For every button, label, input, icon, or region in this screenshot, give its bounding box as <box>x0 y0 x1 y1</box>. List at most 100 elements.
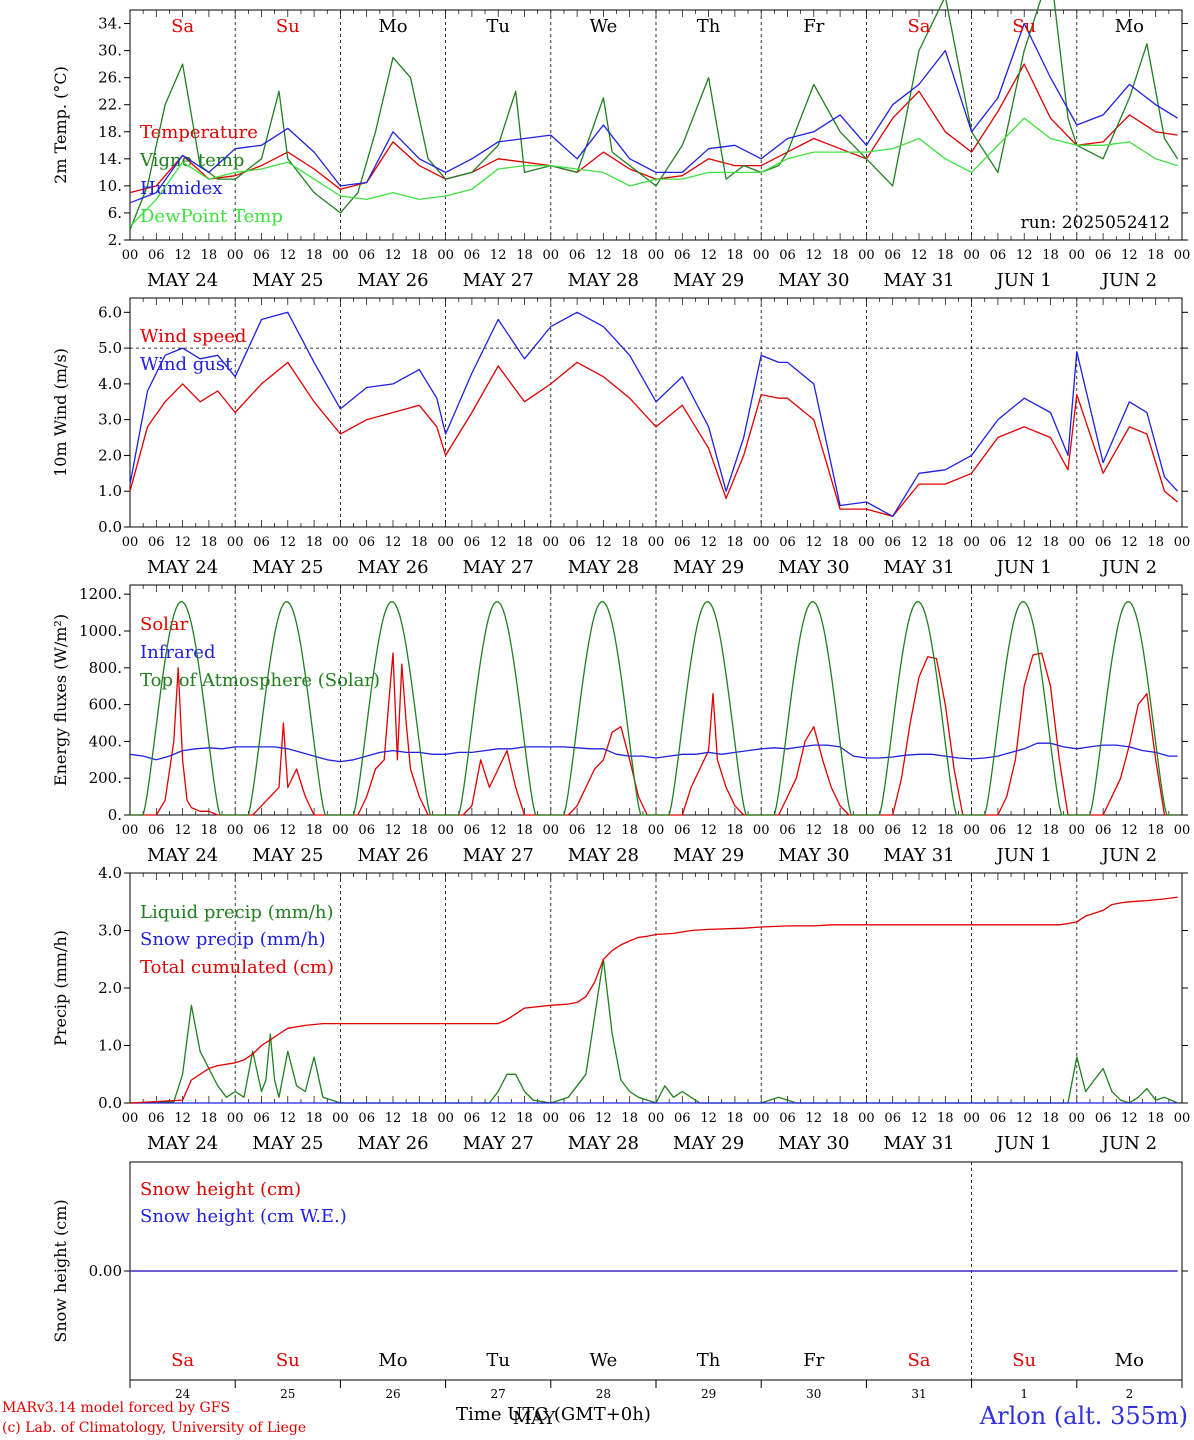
hour-tick-label: 12 <box>385 535 402 550</box>
hour-tick-label: 06 <box>1095 535 1112 550</box>
day-label-bottom: Th <box>697 1350 721 1371</box>
y-tick-label: 1.0 <box>98 482 122 500</box>
legend-entry-energy-0: Solar <box>140 614 189 635</box>
day-label-bottom: We <box>590 1350 618 1371</box>
hour-tick-label: 18 <box>411 823 428 838</box>
day-number-label: 1 <box>1020 1387 1028 1401</box>
hour-tick-label: 18 <box>937 1111 954 1126</box>
hour-tick-label: 18 <box>306 535 323 550</box>
y-tick-label: 30. <box>98 42 122 60</box>
date-label: MAY 30 <box>778 845 849 866</box>
hour-tick-label: 06 <box>990 248 1007 263</box>
hour-tick-label: 00 <box>437 1111 454 1126</box>
hour-tick-label: 18 <box>1147 248 1164 263</box>
hour-tick-label: 12 <box>1016 248 1033 263</box>
hour-tick-label: 06 <box>253 823 270 838</box>
hour-tick-label: 00 <box>963 1111 980 1126</box>
series-line-temp-1 <box>129 0 1179 231</box>
hour-tick-label: 12 <box>700 535 717 550</box>
hour-tick-label: 06 <box>253 248 270 263</box>
hour-tick-label: 06 <box>464 248 481 263</box>
legend-entry-snow-1: Snow height (cm W.E.) <box>140 1206 347 1227</box>
y-tick-label: 18. <box>98 123 122 141</box>
hour-tick-label: 00 <box>122 535 139 550</box>
day-label-bottom: Sa <box>907 1350 930 1371</box>
hour-tick-label: 12 <box>1121 823 1138 838</box>
hour-tick-label: 18 <box>1147 535 1164 550</box>
legend-entry-precip-2: Total cumulated (cm) <box>140 957 334 978</box>
day-label-top: Sa <box>171 16 194 37</box>
hour-tick-label: 18 <box>411 535 428 550</box>
hour-tick-label: 12 <box>490 535 507 550</box>
series-line-precip-2 <box>129 896 1178 1104</box>
hour-tick-label: 12 <box>490 248 507 263</box>
lab-credit: (c) Lab. of Climatology, University of L… <box>2 1420 307 1436</box>
hour-tick-label: 06 <box>990 823 1007 838</box>
date-label: MAY 27 <box>463 845 534 866</box>
hour-tick-label: 00 <box>332 1111 349 1126</box>
series-line-energy-1 <box>129 742 1178 763</box>
hour-tick-label: 12 <box>1121 1111 1138 1126</box>
hour-tick-label: 18 <box>832 535 849 550</box>
hour-tick-label: 18 <box>937 823 954 838</box>
date-label: MAY 29 <box>673 1133 744 1154</box>
date-label: JUN 1 <box>995 845 1052 866</box>
hour-tick-label: 00 <box>753 1111 770 1126</box>
y-tick-label: 34. <box>98 15 122 33</box>
hour-tick-label: 18 <box>727 535 744 550</box>
date-label: MAY 26 <box>357 845 428 866</box>
y-tick-label: 10. <box>98 177 122 195</box>
hour-tick-label: 00 <box>648 823 665 838</box>
day-label-bottom: Su <box>1012 1350 1036 1371</box>
series-line-precip-0 <box>129 958 1178 1104</box>
hour-tick-label: 06 <box>1095 248 1112 263</box>
hour-tick-label: 18 <box>937 248 954 263</box>
series-line-temp-3 <box>129 117 1178 227</box>
y-axis-label-energy: Energy fluxes (W/m²) <box>51 614 70 786</box>
day-number-label: 29 <box>701 1387 716 1401</box>
hour-tick-label: 12 <box>174 248 191 263</box>
series-line-temp-2 <box>129 22 1178 204</box>
date-label: MAY 31 <box>883 557 954 578</box>
hour-tick-label: 18 <box>621 248 638 263</box>
date-label: MAY 28 <box>568 1133 639 1154</box>
hour-tick-label: 06 <box>1095 1111 1112 1126</box>
hour-tick-label: 18 <box>1147 1111 1164 1126</box>
hour-tick-label: 00 <box>437 248 454 263</box>
day-label-top: Mo <box>1115 16 1144 37</box>
run-label: run: 2025052412 <box>1021 213 1170 233</box>
day-number-label: 25 <box>280 1387 295 1401</box>
hour-tick-label: 00 <box>437 535 454 550</box>
hour-tick-label: 12 <box>280 823 297 838</box>
day-label-bottom: Mo <box>378 1350 407 1371</box>
hour-tick-label: 18 <box>516 1111 533 1126</box>
hour-tick-label: 18 <box>832 823 849 838</box>
date-label: MAY 27 <box>463 1133 534 1154</box>
date-label: MAY 27 <box>463 270 534 291</box>
hour-tick-label: 06 <box>884 248 901 263</box>
y-tick-label: 0. <box>108 806 122 824</box>
hour-tick-label: 00 <box>122 823 139 838</box>
series-line-wind-0 <box>129 361 1179 517</box>
hour-tick-label: 18 <box>1042 1111 1059 1126</box>
hour-tick-label: 06 <box>779 535 796 550</box>
hour-tick-label: 18 <box>1042 248 1059 263</box>
y-tick-label: 0.0 <box>98 518 122 536</box>
date-label: MAY 28 <box>568 845 639 866</box>
hour-tick-label: 18 <box>411 248 428 263</box>
hour-tick-label: 06 <box>464 823 481 838</box>
legend-entry-energy-2: Top of Atmosphere (Solar) <box>140 670 380 691</box>
y-tick-label: 3.0 <box>98 411 122 429</box>
day-number-label: 31 <box>911 1387 926 1401</box>
hour-tick-label: 06 <box>884 535 901 550</box>
y-tick-label: 600. <box>89 696 122 714</box>
hour-tick-label: 18 <box>832 248 849 263</box>
hour-tick-label: 12 <box>1121 248 1138 263</box>
y-tick-label: 1000. <box>79 622 122 640</box>
hour-tick-label: 12 <box>385 823 402 838</box>
hour-tick-label: 12 <box>700 1111 717 1126</box>
hour-tick-label: 12 <box>280 1111 297 1126</box>
hour-tick-label: 18 <box>621 1111 638 1126</box>
hour-tick-label: 00 <box>753 823 770 838</box>
